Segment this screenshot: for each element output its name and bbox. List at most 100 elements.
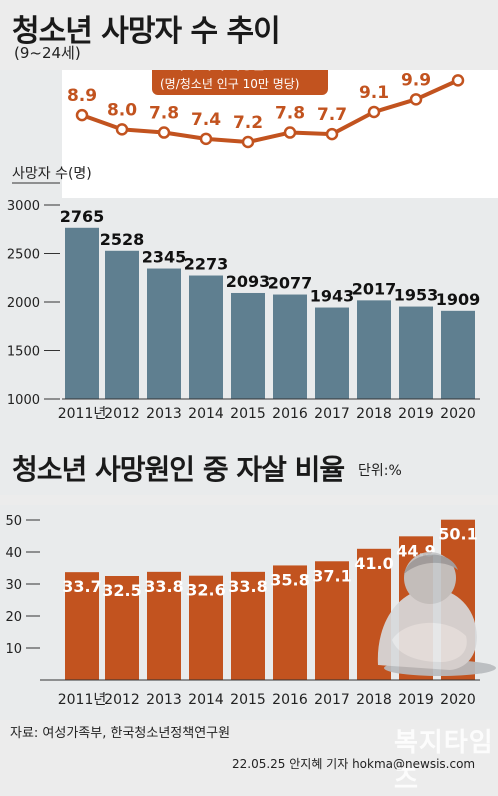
rate-data-label: 7.4 <box>191 110 221 130</box>
ratio-data-label: 32.6 <box>186 581 225 600</box>
x-tick-label: 2016 <box>272 406 308 422</box>
ratio-data-label: 37.1 <box>312 566 351 585</box>
deaths-chart: 8.9 8.0 7.8 7.4 7.2 7.8 7.7 9.1 9.9 11.1 고의적 자해 사망… <box>7 70 498 422</box>
deaths-bar <box>273 294 307 399</box>
y-tick-label: 50 <box>5 514 22 529</box>
rate-data-label: 7.7 <box>317 105 347 125</box>
rate-data-label: 9.1 <box>359 83 389 103</box>
y-tick-label: 20 <box>5 610 22 625</box>
rate-point <box>367 105 381 119</box>
rate-point <box>157 126 171 139</box>
x-tick-label: 2014 <box>188 406 224 422</box>
rate-data-label: 7.2 <box>233 113 263 133</box>
deaths-bar <box>315 307 349 399</box>
deaths-data-label: 2077 <box>268 274 313 293</box>
x-tick-label: 2011년 <box>58 692 107 708</box>
rate-line <box>81 78 459 144</box>
ratio-data-label: 33.7 <box>62 577 101 596</box>
y-tick-label: 2000 <box>7 296 40 311</box>
deaths-data-label: 2765 <box>60 207 105 226</box>
rate-point <box>409 93 423 106</box>
y-tick-label: 1000 <box>7 393 40 408</box>
deaths-data-label: 2528 <box>100 230 145 249</box>
x-tick-label: 2018 <box>356 692 392 708</box>
x-tick-label: 2012 <box>104 692 140 708</box>
x-tick-label: 2019 <box>398 692 434 708</box>
y-tick-label: 3000 <box>7 199 40 214</box>
deaths-data-label: 2273 <box>184 255 229 274</box>
ratio-bar <box>315 561 349 680</box>
x-tick-label: 2013 <box>146 692 182 708</box>
deaths-bar <box>399 306 433 399</box>
page-subtitle: (9~24세) <box>14 44 81 62</box>
deaths-data-label: 2017 <box>352 279 397 298</box>
chart-panel-suicide-ratio: 10 20 30 40 50 33.7 2011년 32.5 2012 33.8 2013 32.6 2… <box>0 505 498 720</box>
rate-data-label: 8.0 <box>107 100 137 120</box>
y-tick-label: 30 <box>5 578 22 593</box>
page-title: 청소년 사망자 수 추이 <box>12 14 281 49</box>
ratio-bar <box>273 565 307 680</box>
rate-point <box>325 127 339 141</box>
deaths-bar <box>105 250 139 399</box>
x-tick-label: 2017 <box>314 406 350 422</box>
rate-point <box>115 123 129 136</box>
legend-title: 고의적 자해 사망률 <box>160 70 265 73</box>
unit-label: 단위:% <box>358 463 402 479</box>
y-tick-label: 40 <box>5 546 22 561</box>
ratio-data-label: 33.8 <box>144 577 183 596</box>
x-tick-label: 2020 <box>440 692 476 708</box>
ratio-bar <box>147 571 181 680</box>
x-tick-label: 2014 <box>188 692 224 708</box>
deaths-bar <box>441 310 475 399</box>
x-tick-label: 2013 <box>146 406 182 422</box>
x-tick-label: 2019 <box>398 406 434 422</box>
deaths-bar <box>231 292 265 399</box>
credit-text: 22.05.25 안지혜 기자 hokma@newsis.com <box>232 757 476 771</box>
chart-panel-deaths: 8.9 8.0 7.8 7.4 7.2 7.8 7.7 9.1 9.9 11.1 고의적 자해 사망… <box>0 70 498 495</box>
rate-point <box>75 108 89 122</box>
x-tick-label: 2015 <box>230 406 266 422</box>
watermark-logo: 복지타임즈 <box>394 728 494 795</box>
y-tick-label: 2500 <box>7 248 40 263</box>
x-tick-label: 2012 <box>104 406 140 422</box>
x-tick-label: 2016 <box>272 692 308 708</box>
deaths-data-label: 2093 <box>226 272 271 291</box>
rate-data-label: 8.9 <box>67 86 97 106</box>
deaths-data-label: 1943 <box>310 287 355 306</box>
rate-point <box>451 74 465 87</box>
legend-box <box>152 70 328 95</box>
ratio-bar <box>105 576 139 680</box>
source-text: 자료: 여성가족부, 한국청소년정책연구원 <box>10 726 231 741</box>
rate-data-label: 11.1 <box>437 70 479 71</box>
rate-point <box>283 126 297 139</box>
ratio-bar <box>189 575 223 680</box>
deaths-bar <box>65 227 99 399</box>
x-tick-label: 2020 <box>440 406 476 422</box>
x-tick-label: 2015 <box>230 692 266 708</box>
ratio-data-label: 32.5 <box>102 581 141 600</box>
deaths-data-label: 2345 <box>142 248 187 267</box>
ratio-bar <box>65 572 99 680</box>
ratio-data-label: 50.1 <box>438 525 477 544</box>
rate-data-label: 7.8 <box>149 104 179 124</box>
y-tick-label: 1500 <box>7 345 40 360</box>
ratio-data-label: 41.0 <box>354 554 393 573</box>
rate-point <box>199 132 213 146</box>
x-tick-label: 2017 <box>314 692 350 708</box>
deaths-data-label: 1909 <box>436 290 481 309</box>
y-axis-title: 사망자 수(명) <box>12 166 92 182</box>
ratio-bar <box>231 571 265 680</box>
crouching-person-illustration <box>377 552 496 676</box>
rate-data-label: 9.9 <box>401 70 431 90</box>
deaths-bar <box>189 275 223 399</box>
x-tick-label: 2011년 <box>58 406 107 422</box>
deaths-bar <box>147 268 181 399</box>
ratio-data-label: 35.8 <box>270 570 309 589</box>
ratio-data-label: 33.8 <box>228 577 267 596</box>
y-tick-label: 10 <box>5 642 22 657</box>
rate-point <box>241 135 255 149</box>
deaths-data-label: 1953 <box>394 286 439 305</box>
deaths-bar <box>357 300 391 399</box>
rate-data-label: 7.8 <box>275 104 305 124</box>
x-tick-label: 2018 <box>356 406 392 422</box>
